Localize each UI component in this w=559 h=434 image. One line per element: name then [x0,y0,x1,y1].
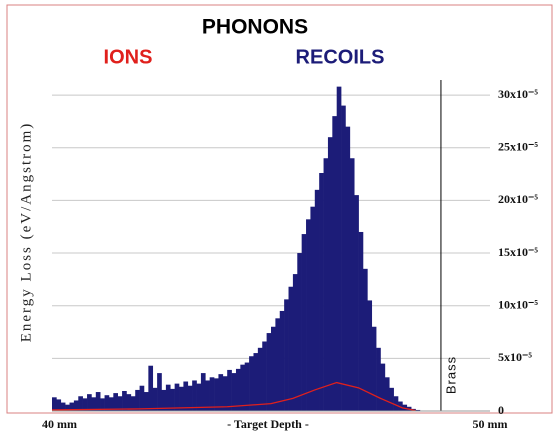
bar [345,126,351,411]
legend-entry: RECOILS [296,46,385,68]
bar [214,378,219,411]
bar [192,380,197,411]
bar [297,253,302,411]
bar [143,392,149,411]
bar [183,381,189,411]
bar [266,333,272,411]
bar [227,369,232,411]
bar [354,195,359,411]
y-tick-label: 10x10⁻⁵ [498,297,538,311]
bar [91,397,97,411]
bar [87,394,92,411]
bar [249,356,254,411]
legend-entry: IONS [104,46,153,68]
bar [271,326,276,411]
bar [253,353,259,411]
bar [209,377,215,411]
bar [56,399,62,411]
bar [323,158,329,411]
bar [262,341,267,411]
bar [240,364,246,411]
bar [152,387,158,411]
bar [389,387,394,411]
bar [157,373,162,411]
bar [301,234,307,411]
bar [310,206,316,411]
bar [69,402,75,411]
y-tick-label: 30x10⁻⁵ [498,87,538,101]
bar [200,373,206,411]
bar [196,383,202,411]
bar [108,397,114,411]
bar [73,400,79,411]
bar [126,394,132,411]
bar [367,300,373,411]
y-tick-label: 5x10⁻⁵ [498,350,532,364]
bar [231,373,237,411]
bar [117,396,123,411]
bar [130,396,136,411]
bar [292,274,298,411]
chart-title: PHONONS [202,16,308,39]
bar [52,397,57,411]
bar [393,396,399,411]
bar [187,385,193,411]
bar [161,389,167,411]
bar [95,392,101,411]
bar [165,384,171,411]
bar [257,347,263,411]
bar [358,231,364,411]
bar [222,376,228,411]
bar [139,385,145,411]
y-tick-label: 0 [498,403,504,417]
y-axis-label: Energy Loss (eV/Angstrom) [18,122,34,343]
bar [319,172,324,411]
bar [60,402,66,411]
bar [100,398,105,411]
y-tick-label: 20x10⁻⁵ [498,192,538,206]
line [51,381,416,412]
bar [284,299,289,411]
bar [78,396,83,411]
bar [376,347,381,411]
bar [279,310,285,411]
bar [362,268,368,411]
bar [170,388,175,411]
bar [341,105,346,411]
bar [218,374,224,411]
frame [6,4,553,414]
bar [235,368,241,411]
x-axis-label: - Target Depth - [227,417,309,431]
bar [82,398,88,411]
bar [205,380,210,411]
bar [135,389,140,411]
bar [380,363,386,411]
annotation: Brass [443,356,458,394]
bar [104,395,110,411]
bar [65,404,70,411]
y-tick-label: 15x10⁻⁵ [498,245,538,259]
bar [415,409,421,411]
bar [384,377,390,411]
x-tick-label: 40 mm [42,417,77,431]
bar [332,116,337,411]
bar [275,318,281,411]
bar [306,219,311,411]
bar [349,158,355,411]
bar [179,386,184,411]
x-tick-label: 50 mm [473,417,508,431]
bar [244,362,250,411]
bar [327,137,333,411]
y-tick-label: 25x10⁻⁵ [498,139,538,153]
bar [122,390,127,411]
bar [288,286,294,411]
bar [371,326,377,411]
bar [336,86,342,411]
bar [314,189,320,411]
bar [113,393,118,411]
bar [174,383,180,411]
bar [148,365,154,411]
